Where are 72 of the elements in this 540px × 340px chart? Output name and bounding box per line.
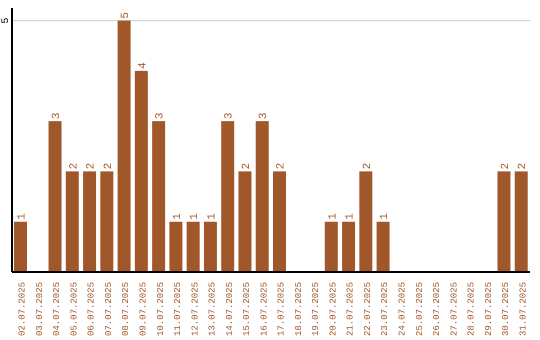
x-tick-label: 23.07.2025 — [380, 282, 390, 336]
bar — [118, 20, 131, 272]
x-tick-label: 24.07.2025 — [398, 282, 408, 336]
data-label: 3 — [154, 112, 167, 120]
bar — [186, 222, 200, 272]
x-tick-label: 17.07.2025 — [276, 282, 287, 336]
bar — [376, 222, 390, 272]
data-label: 2 — [86, 162, 98, 170]
data-label: 2 — [517, 162, 530, 170]
x-tick-label: 11.07.2025 — [173, 282, 184, 336]
data-label: 4 — [137, 62, 150, 69]
data-label: 1 — [16, 212, 28, 220]
x-tick-label: 16.07.2025 — [259, 282, 270, 336]
data-label: 2 — [68, 162, 80, 170]
x-tick-label: 27.07.2025 — [449, 282, 460, 336]
bar — [134, 70, 148, 272]
bar — [273, 171, 286, 272]
data-label: 2 — [500, 162, 512, 170]
bar — [324, 222, 338, 272]
data-label: 5 — [120, 12, 132, 19]
x-tick-label: 04.07.2025 — [52, 282, 62, 336]
x-tick-label: 30.07.2025 — [501, 282, 512, 336]
bar — [221, 121, 234, 272]
x-tick-label: 19.07.2025 — [311, 282, 322, 336]
data-label: 2 — [362, 162, 374, 170]
x-tick-label: 25.07.2025 — [414, 282, 425, 336]
bar — [100, 171, 114, 272]
data-label: 2 — [102, 162, 115, 170]
x-tick-label: 06.07.2025 — [86, 282, 97, 336]
x-tick-label: 21.07.2025 — [346, 282, 356, 336]
x-tick-label: 18.07.2025 — [294, 282, 304, 336]
x-tick-label: 05.07.2025 — [69, 282, 80, 336]
data-label: 1 — [172, 212, 184, 220]
x-tick-label: 08.07.2025 — [121, 282, 132, 336]
data-label: 1 — [379, 212, 392, 220]
bar — [514, 171, 528, 272]
x-tick-label: 09.07.2025 — [138, 282, 148, 336]
bar — [83, 171, 96, 272]
data-label: 2 — [276, 162, 288, 170]
x-tick-label: 07.07.2025 — [104, 282, 114, 336]
bar — [342, 222, 356, 272]
bar — [66, 171, 79, 272]
x-tick-label: 10.07.2025 — [156, 282, 166, 336]
x-tick-label: 26.07.2025 — [432, 282, 442, 336]
data-label: 1 — [344, 212, 357, 220]
data-label: 3 — [258, 112, 270, 120]
bar — [256, 121, 269, 272]
bar — [48, 121, 62, 272]
x-tick-label: 15.07.2025 — [242, 282, 252, 336]
x-tick-label: 12.07.2025 — [190, 282, 200, 336]
data-label: 1 — [189, 212, 202, 220]
x-tick-label: 20.07.2025 — [328, 282, 338, 336]
x-tick-label: 03.07.2025 — [34, 282, 45, 336]
data-label: 3 — [224, 112, 236, 120]
x-tick-label: 02.07.2025 — [18, 282, 28, 336]
x-tick-label: 29.07.2025 — [484, 282, 494, 336]
bar — [359, 171, 372, 272]
x-tick-label: 22.07.2025 — [362, 282, 373, 336]
data-label: 2 — [240, 162, 253, 170]
x-tick-label: 31.07.2025 — [518, 282, 528, 336]
data-label: 1 — [327, 212, 340, 220]
x-tick-label: 28.07.2025 — [466, 282, 477, 336]
data-label: 3 — [51, 112, 64, 120]
x-tick-label: 13.07.2025 — [208, 282, 218, 336]
bar — [14, 222, 27, 272]
bar — [204, 222, 217, 272]
bar — [152, 121, 166, 272]
data-label: 1 — [206, 212, 218, 220]
bar — [497, 171, 510, 272]
bar — [238, 171, 252, 272]
bar — [169, 222, 182, 272]
x-tick-label: 14.07.2025 — [224, 282, 235, 336]
